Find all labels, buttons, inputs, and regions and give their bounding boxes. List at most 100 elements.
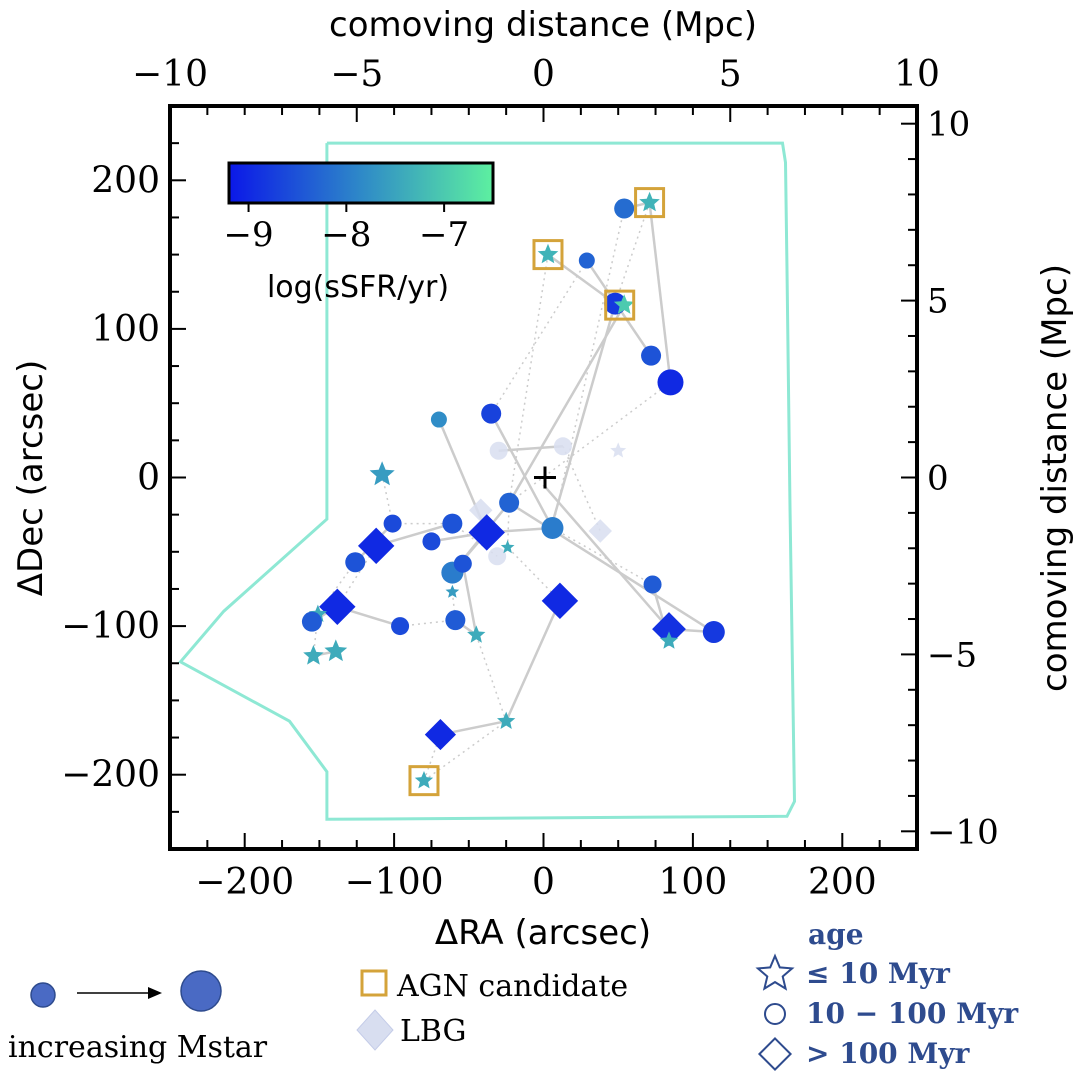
data-point-star xyxy=(639,191,660,212)
data-point-star xyxy=(369,461,395,486)
y2-tick-label: −10 xyxy=(927,812,999,852)
link-dotted xyxy=(562,445,601,532)
small-mass-circle xyxy=(30,982,56,1008)
data-point-diamond xyxy=(468,514,505,551)
colorbar-gradient xyxy=(227,161,495,205)
y-tick-label: −200 xyxy=(61,755,160,796)
data-point-diamond xyxy=(319,588,356,625)
data-point-circle xyxy=(430,411,447,428)
data-point-star xyxy=(659,631,679,649)
y-tick-label: 100 xyxy=(91,309,160,350)
age-legend-label: ≤ 10 Myr xyxy=(806,957,951,990)
links-layer xyxy=(311,201,715,782)
x-axis-title: ΔRA (arcsec) xyxy=(435,913,651,953)
data-point-star xyxy=(497,711,516,729)
data-point-circle xyxy=(422,532,441,551)
x-tick-label: −100 xyxy=(345,862,444,903)
lbg-point xyxy=(553,437,572,456)
link-dotted xyxy=(490,260,588,414)
footprint-outline xyxy=(178,141,797,821)
data-point-circle xyxy=(481,403,502,424)
data-point-diamond xyxy=(652,612,686,646)
x2-tick-label: −5 xyxy=(330,54,383,95)
y2-tick-label: 5 xyxy=(927,282,949,322)
lbg-point xyxy=(489,441,508,460)
agn-legend-label: AGN candidate xyxy=(396,969,628,1004)
x-tick-label: 100 xyxy=(659,862,728,903)
mass-legend-label: increasing Mstar xyxy=(8,1030,268,1065)
x2-tick-label: 5 xyxy=(719,54,742,95)
data-point-star xyxy=(537,243,559,264)
link-solid xyxy=(508,501,715,634)
data-point-circle xyxy=(445,610,466,631)
colorbar-tick-label: −9 xyxy=(223,215,273,255)
age-legend: age ≤ 10 Myr 10 − 100 Myr > 100 Myr xyxy=(755,918,1019,1072)
points-layer xyxy=(301,191,725,789)
lbg-legend-label: LBG xyxy=(400,1014,467,1049)
data-point-circle xyxy=(391,617,410,636)
x2-tick-label: 10 xyxy=(894,54,940,95)
data-point-circle xyxy=(657,369,684,396)
top-axis-title: comoving distance (Mpc) xyxy=(329,5,757,45)
colorbar-tick-label: −8 xyxy=(321,215,371,255)
x-tick-label: 200 xyxy=(808,862,877,903)
y2-tick-label: −5 xyxy=(927,635,977,675)
survey-footprint xyxy=(178,141,797,821)
lbg-legend: LBG xyxy=(356,1009,467,1051)
age-legend-title: age xyxy=(808,918,864,951)
colorbar-label: log(sSFR/yr) xyxy=(267,270,449,305)
agn-legend: AGN candidate xyxy=(360,969,628,1004)
agn-marker xyxy=(532,239,564,271)
agn-layer xyxy=(408,187,666,797)
data-point-star xyxy=(500,540,515,554)
data-point-star xyxy=(613,294,635,314)
age-legend-star-icon xyxy=(755,953,795,991)
colorbar: −9 −8 −7 log(sSFR/yr) xyxy=(223,161,495,305)
link-dotted xyxy=(423,734,442,781)
lbg-point xyxy=(610,442,627,458)
mass-legend: increasing Mstar xyxy=(8,970,268,1065)
link-dotted xyxy=(423,720,507,782)
y-tick-label: 200 xyxy=(91,160,160,201)
agn-marker xyxy=(604,289,636,321)
y-tick-label: −100 xyxy=(61,606,160,647)
x2-tick-label: 0 xyxy=(532,54,555,95)
data-point-star xyxy=(303,645,324,665)
link-solid xyxy=(547,253,616,305)
lbg-layer xyxy=(469,437,627,566)
data-point-circle xyxy=(702,621,725,644)
large-mass-circle xyxy=(180,970,222,1012)
data-point-circle xyxy=(541,517,564,540)
colorbar-tick-label: −7 xyxy=(419,215,469,255)
data-point-star xyxy=(445,584,460,598)
y2-tick-label: 10 xyxy=(927,105,970,145)
mass-arrow-head xyxy=(148,987,162,999)
link-solid xyxy=(542,484,670,630)
agn-marker xyxy=(634,187,666,219)
agn-marker xyxy=(408,765,440,797)
link-solid xyxy=(648,202,672,383)
x2-tick-label: −10 xyxy=(132,54,208,95)
data-point-diamond xyxy=(357,527,395,565)
link-dotted xyxy=(381,474,394,524)
data-point-star xyxy=(414,771,434,789)
link-solid xyxy=(498,445,564,452)
link-dotted xyxy=(508,254,549,503)
center-marker xyxy=(533,466,556,489)
lbg-point xyxy=(488,547,507,566)
link-dotted xyxy=(475,634,507,722)
right-axis-title: comoving distance (Mpc) xyxy=(1035,264,1075,692)
data-point-circle xyxy=(614,198,635,219)
data-point-star xyxy=(324,639,348,662)
y2-tick-label: 0 xyxy=(927,459,949,499)
agn-legend-square xyxy=(360,969,388,997)
y-axis-title: ΔDec (arcsec) xyxy=(11,360,51,596)
data-point-diamond xyxy=(541,582,579,620)
data-point-circle xyxy=(301,611,322,632)
lbg-point xyxy=(588,519,612,543)
data-point-circle xyxy=(641,345,662,366)
age-legend-diamond-icon xyxy=(757,1036,793,1072)
link-solid xyxy=(490,413,554,529)
